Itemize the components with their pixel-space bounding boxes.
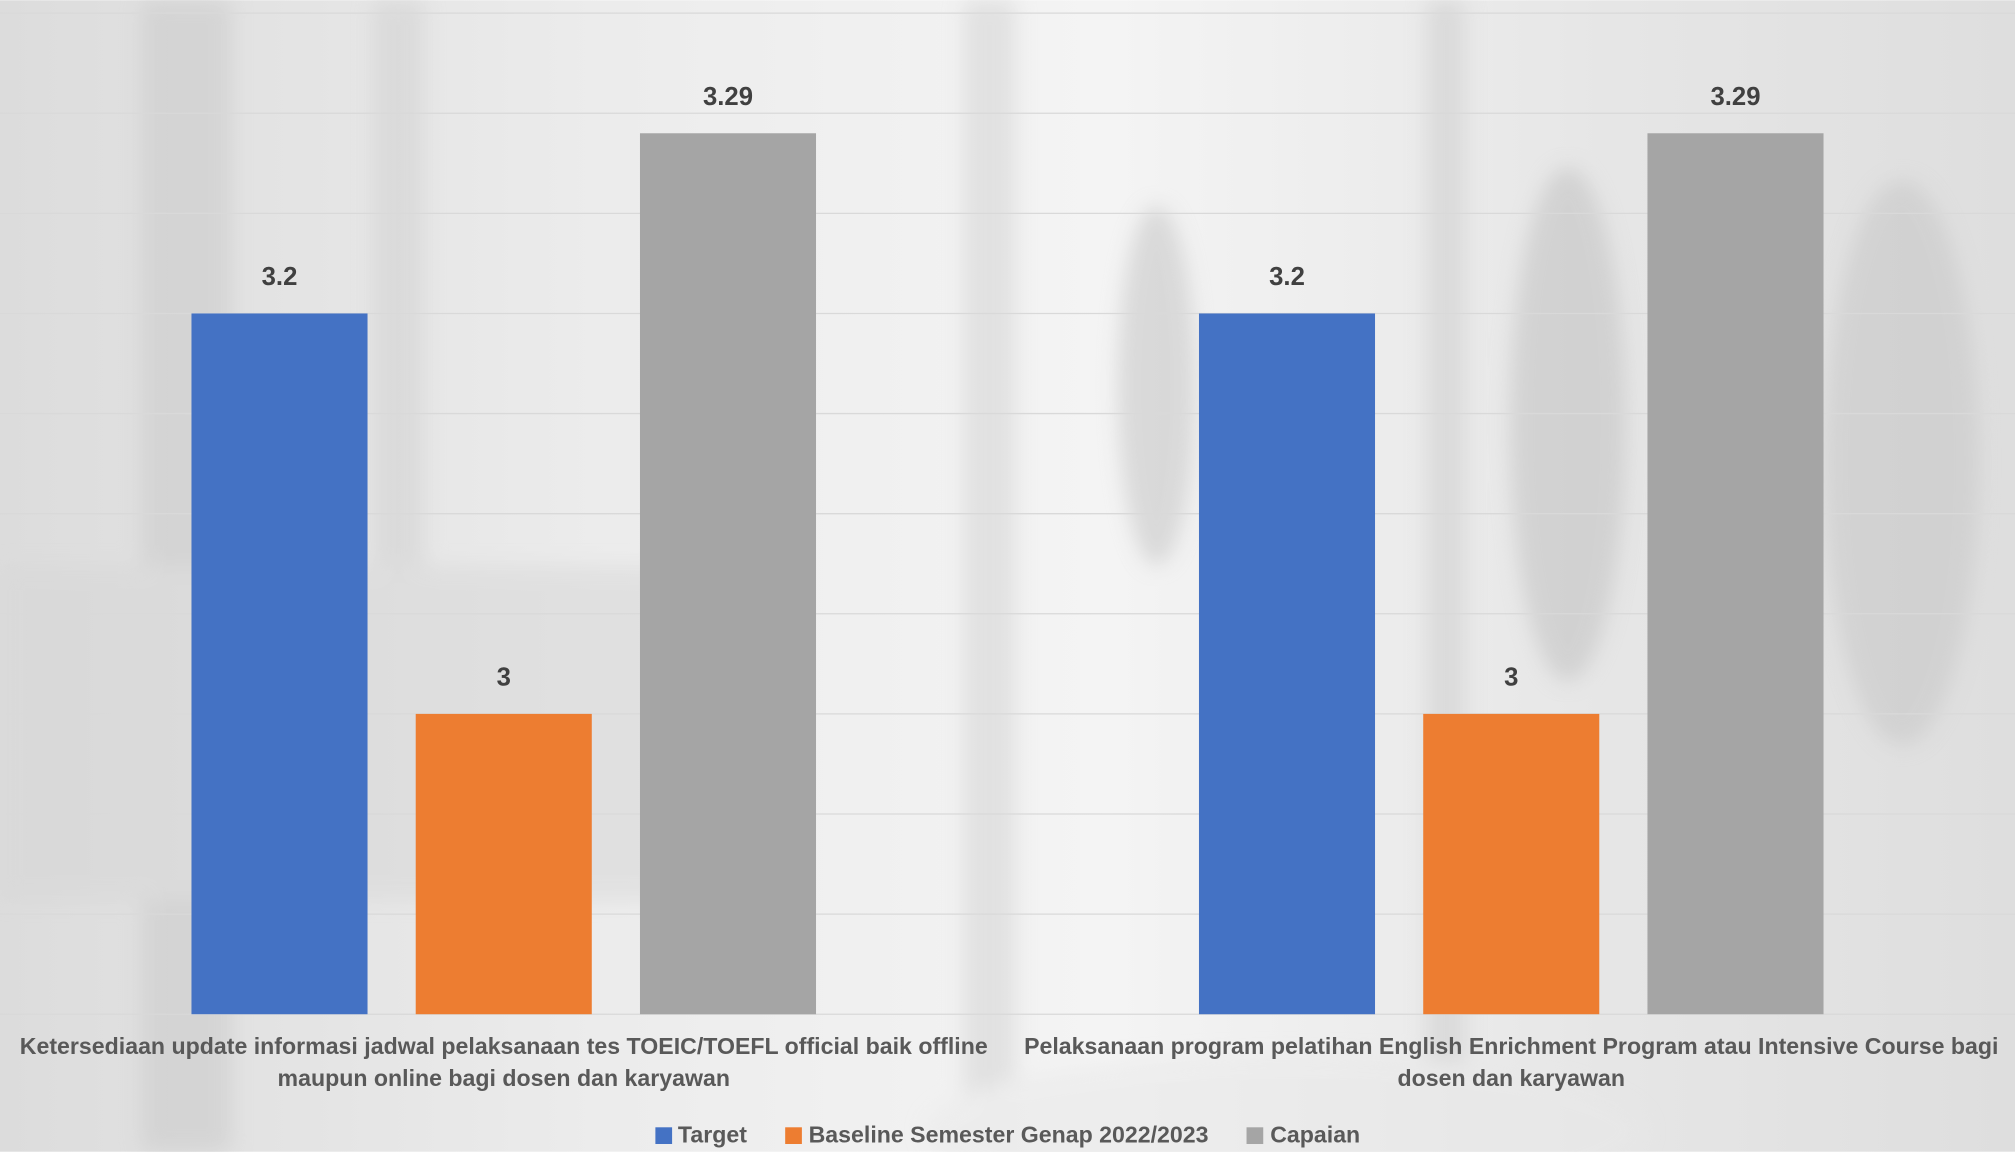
x-tick-label: Pelaksanaan program pelatihan English En… — [1024, 1033, 1999, 1092]
bar — [639, 133, 817, 1015]
value-label: 3.29 — [1710, 83, 1760, 111]
value-label: 3.2 — [262, 263, 298, 291]
x-tick-label: Ketersediaan update informasi jadwal pel… — [19, 1033, 988, 1092]
value-label: 3 — [497, 664, 511, 692]
legend: Target Baseline Semester Genap 2022/2023 C… — [0, 1122, 2015, 1149]
legend-label: Baseline Semester Genap 2022/2023 — [808, 1122, 1209, 1148]
legend-swatch — [785, 1127, 803, 1145]
value-label: 3.29 — [703, 83, 753, 111]
bars: 3.2 3 3.29 3.2 3 3.29 — [191, 83, 1824, 1015]
bar — [1423, 713, 1600, 1015]
legend-swatch — [654, 1127, 672, 1145]
bar — [415, 713, 592, 1015]
legend-swatch — [1247, 1127, 1264, 1145]
legend-item: Target — [654, 1122, 747, 1149]
bar — [1198, 313, 1376, 1015]
legend-item: Baseline Semester Genap 2022/2023 — [785, 1122, 1209, 1149]
value-label: 3 — [1504, 664, 1518, 692]
bar — [191, 313, 368, 1015]
legend-item: Capaian — [1247, 1122, 1360, 1149]
value-label: 3.2 — [1269, 263, 1305, 291]
legend-label: Target — [677, 1122, 747, 1148]
bar — [1647, 133, 1824, 1015]
legend-label: Capaian — [1270, 1122, 1361, 1148]
